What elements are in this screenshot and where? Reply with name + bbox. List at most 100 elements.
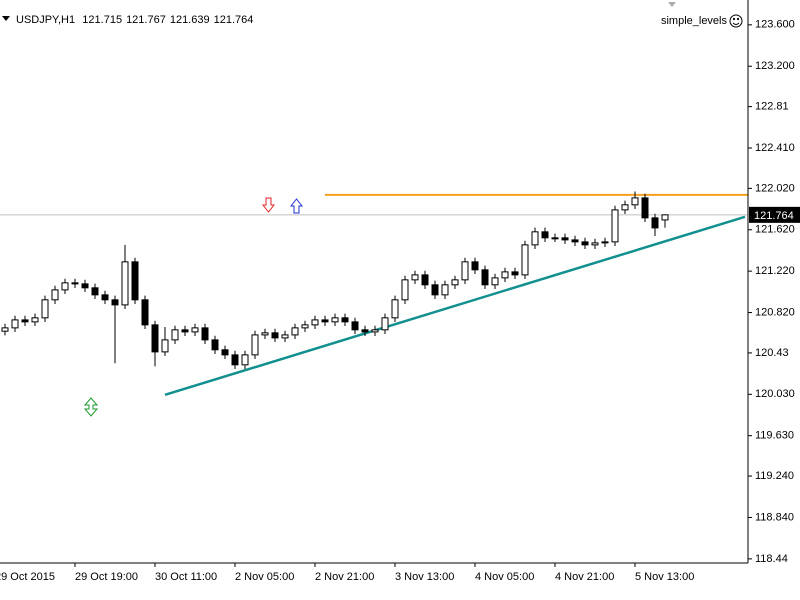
candle-body xyxy=(151,324,159,353)
candle-body xyxy=(61,282,69,291)
candle-body xyxy=(261,332,269,336)
candle-body xyxy=(21,319,29,323)
candle-body xyxy=(391,299,399,319)
x-tick-label: 3 Nov 13:00 xyxy=(395,571,454,583)
candle-body xyxy=(341,317,349,323)
y-tick-label: 122.020 xyxy=(755,182,795,194)
x-tick-label: 30 Oct 11:00 xyxy=(155,571,217,583)
x-tick-label: 4 Nov 05:00 xyxy=(475,571,534,583)
candle-body xyxy=(411,274,419,281)
header-low: 121.639 xyxy=(170,14,210,26)
candle-body xyxy=(501,271,509,279)
trend-line xyxy=(164,215,746,397)
candle-body xyxy=(81,283,89,289)
candle-body xyxy=(211,339,219,351)
candle-body xyxy=(431,284,439,296)
candle-body xyxy=(661,214,669,221)
candle-body xyxy=(71,282,79,285)
x-tick-label: 2 Nov 05:00 xyxy=(235,571,294,583)
candle-body xyxy=(591,242,599,246)
candle-body xyxy=(531,231,539,246)
candle-body xyxy=(291,327,299,336)
candle-body xyxy=(511,271,519,276)
candle-body xyxy=(91,287,99,296)
candle-body xyxy=(191,327,199,333)
candle-body xyxy=(221,349,229,356)
y-tick-label: 122.81 xyxy=(755,101,789,113)
candle-body xyxy=(581,241,589,246)
candle-body xyxy=(521,244,529,276)
x-tick-label: 29 Oct 19:00 xyxy=(75,571,138,583)
candle-body xyxy=(361,329,369,333)
header-open: 121.715 xyxy=(82,14,122,26)
candle-body xyxy=(31,317,39,323)
candle-body xyxy=(241,354,249,366)
candle-body xyxy=(1,327,9,332)
candle-body xyxy=(631,197,639,206)
y-tick-label: 119.630 xyxy=(755,430,794,442)
candle-body xyxy=(121,261,129,306)
candle-body xyxy=(171,329,179,341)
candle-body xyxy=(161,339,169,353)
y-tick-label: 122.410 xyxy=(755,142,795,154)
candle-body xyxy=(281,334,289,339)
candle-body xyxy=(451,279,459,286)
candle-body xyxy=(131,261,139,301)
header-close: 121.764 xyxy=(214,14,254,26)
y-tick-label: 123.200 xyxy=(755,60,795,72)
candle-body xyxy=(111,299,119,306)
candle-body xyxy=(271,332,279,339)
candle-body xyxy=(321,319,329,323)
candle-body xyxy=(301,324,309,329)
candle-body xyxy=(201,327,209,341)
updown-arrow xyxy=(83,397,99,417)
candle-body xyxy=(571,239,579,243)
y-tick-label: 118.44 xyxy=(755,553,788,565)
candle-body xyxy=(11,319,19,329)
y-tick-label: 120.43 xyxy=(755,347,789,359)
symbol: USDJPY,H1 xyxy=(16,14,75,26)
candle-body xyxy=(611,209,619,243)
candle-body xyxy=(561,237,569,241)
candle-body xyxy=(551,237,559,240)
buy-arrow xyxy=(289,198,304,214)
chart-header: USDJPY,H1 121.715 121.767 121.639 121.764 xyxy=(16,14,253,26)
candle-body xyxy=(251,334,259,356)
price-tag: 121.764 xyxy=(754,210,794,222)
x-tick-label: 29 Oct 2015 xyxy=(0,571,55,583)
candle-body xyxy=(401,279,409,301)
candle-body xyxy=(231,354,239,366)
candle-body xyxy=(41,299,49,319)
candle-body xyxy=(541,231,549,239)
header-high: 121.767 xyxy=(126,14,166,26)
candle-body xyxy=(101,294,109,301)
indicator-name: simple_levels xyxy=(661,15,728,27)
candle-body xyxy=(51,289,59,301)
price-tag-bg xyxy=(749,206,800,223)
candle-body xyxy=(641,197,649,219)
candle-body xyxy=(181,329,189,333)
y-tick-label: 119.240 xyxy=(755,470,794,482)
y-tick-label: 121.220 xyxy=(755,265,795,277)
candle-body xyxy=(621,204,629,211)
x-tick-label: 5 Nov 13:00 xyxy=(635,571,694,583)
candle-body xyxy=(601,241,609,244)
y-tick-label: 121.620 xyxy=(755,224,795,236)
y-tick-label: 123.600 xyxy=(755,19,795,31)
candle-body xyxy=(651,217,659,229)
menu-triangle[interactable] xyxy=(2,16,10,21)
y-tick-label: 118.840 xyxy=(755,511,794,523)
sell-arrow xyxy=(261,197,276,213)
candle-body xyxy=(331,317,339,323)
candle-body xyxy=(471,261,479,271)
x-tick-label: 2 Nov 21:00 xyxy=(315,571,374,583)
candle-body xyxy=(481,269,489,286)
candle-body xyxy=(381,317,389,331)
candle-body xyxy=(351,321,359,331)
shift-marker[interactable] xyxy=(668,2,676,7)
y-tick-label: 120.820 xyxy=(755,306,795,318)
y-tick-label: 120.030 xyxy=(755,388,795,400)
candle-body xyxy=(441,284,449,296)
